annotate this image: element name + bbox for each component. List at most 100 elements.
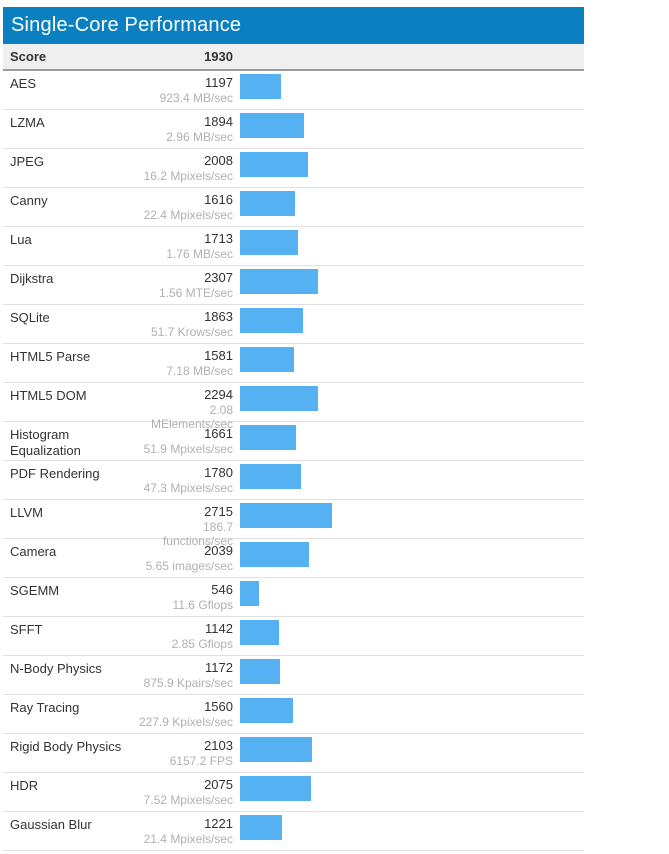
benchmark-score: 2008 bbox=[204, 153, 233, 168]
score-label: Score bbox=[10, 49, 47, 64]
benchmark-throughput: 2.85 Gflops bbox=[171, 637, 233, 651]
benchmark-bar-cell bbox=[233, 308, 584, 343]
benchmark-row: SQLite 1863 51.7 Krows/sec bbox=[3, 305, 584, 344]
benchmark-name: SGEMM bbox=[10, 583, 60, 598]
benchmark-name: Gaussian Blur bbox=[10, 817, 92, 832]
benchmark-bar-cell bbox=[233, 737, 584, 772]
benchmark-score: 1713 bbox=[204, 231, 233, 246]
benchmark-throughput: 51.7 Krows/sec bbox=[150, 325, 233, 339]
benchmark-name: Canny bbox=[10, 193, 48, 208]
benchmark-throughput: 7.18 MB/sec bbox=[166, 364, 233, 378]
benchmark-score-cell: 1221 21.4 Mpixels/sec bbox=[133, 815, 233, 850]
benchmark-score-cell: 1894 2.96 MB/sec bbox=[133, 113, 233, 148]
benchmark-row: AES 1197 923.4 MB/sec bbox=[3, 71, 584, 110]
benchmark-score-cell: 1713 1.76 MB/sec bbox=[133, 230, 233, 265]
benchmark-bar-cell bbox=[233, 776, 584, 811]
benchmark-throughput: 5.65 images/sec bbox=[145, 559, 233, 573]
benchmark-bar-cell bbox=[233, 386, 584, 421]
score-bar bbox=[240, 542, 309, 567]
benchmark-throughput: 1.76 MB/sec bbox=[166, 247, 233, 261]
score-bar bbox=[240, 191, 295, 216]
benchmark-score: 1221 bbox=[204, 816, 233, 831]
benchmark-throughput: 22.4 Mpixels/sec bbox=[143, 208, 233, 222]
benchmark-row: Dijkstra 2307 1.56 MTE/sec bbox=[3, 266, 584, 305]
benchmark-bar-cell bbox=[233, 425, 584, 460]
overall-score-row: Score 1930 bbox=[3, 44, 584, 71]
benchmark-row: LLVM 2715 186.7 functions/sec bbox=[3, 500, 584, 548]
benchmark-score: 1197 bbox=[205, 75, 233, 90]
benchmark-score-cell: 1197 923.4 MB/sec bbox=[133, 74, 233, 109]
benchmark-throughput: 1.56 MTE/sec bbox=[158, 286, 233, 300]
benchmark-name: HTML5 Parse bbox=[10, 349, 91, 364]
benchmark-bar-cell bbox=[233, 542, 584, 577]
benchmark-bar-cell bbox=[233, 269, 584, 304]
benchmark-throughput: 16.2 Mpixels/sec bbox=[143, 169, 233, 183]
benchmark-bar-cell bbox=[233, 620, 584, 655]
benchmark-bar-cell bbox=[233, 152, 584, 187]
benchmark-throughput: 2.96 MB/sec bbox=[166, 130, 233, 144]
benchmark-name: HTML5 DOM bbox=[10, 388, 87, 403]
benchmark-throughput: 7.52 Mpixels/sec bbox=[143, 793, 233, 807]
benchmark-score-cell: 1863 51.7 Krows/sec bbox=[133, 308, 233, 343]
benchmark-throughput: 47.3 Mpixels/sec bbox=[143, 481, 233, 495]
benchmark-score: 1581 bbox=[204, 348, 233, 363]
benchmark-score-cell: 2294 2.08 MElements/sec bbox=[133, 386, 233, 431]
benchmark-name: Dijkstra bbox=[10, 271, 54, 286]
benchmark-table: AES 1197 923.4 MB/sec LZMA 1894 2.96 MB/… bbox=[3, 71, 584, 851]
score-bar bbox=[240, 347, 294, 372]
benchmark-name: Rigid Body Physics bbox=[10, 739, 122, 754]
score-bar bbox=[240, 815, 282, 840]
benchmark-bar-cell bbox=[233, 815, 584, 850]
benchmark-row: LZMA 1894 2.96 MB/sec bbox=[3, 110, 584, 149]
benchmark-throughput: 2.08 MElements/sec bbox=[150, 403, 233, 431]
score-bar bbox=[240, 269, 318, 294]
benchmark-throughput: 186.7 functions/sec bbox=[162, 520, 233, 548]
benchmark-name: Histogram Equalization bbox=[10, 427, 81, 458]
benchmark-score: 1560 bbox=[204, 699, 233, 714]
benchmark-score-cell: 2008 16.2 Mpixels/sec bbox=[133, 152, 233, 187]
benchmark-name: Camera bbox=[10, 544, 57, 559]
benchmark-row: JPEG 2008 16.2 Mpixels/sec bbox=[3, 149, 584, 188]
score-bar bbox=[240, 737, 312, 762]
benchmark-throughput: 11.6 Gflops bbox=[172, 598, 233, 612]
benchmark-row: Ray Tracing 1560 227.9 Kpixels/sec bbox=[3, 695, 584, 734]
benchmark-throughput: 227.9 Kpixels/sec bbox=[138, 715, 233, 729]
benchmark-throughput: 875.9 Kpairs/sec bbox=[143, 676, 233, 690]
benchmark-score: 2294 bbox=[204, 387, 233, 402]
benchmark-score-cell: 2715 186.7 functions/sec bbox=[133, 503, 233, 548]
benchmark-bar-cell bbox=[233, 581, 584, 616]
benchmark-score: 1142 bbox=[205, 621, 233, 636]
benchmark-name: SFFT bbox=[10, 622, 43, 637]
score-bar bbox=[240, 152, 308, 177]
benchmark-score-cell: 1560 227.9 Kpixels/sec bbox=[133, 698, 233, 733]
benchmark-bar-cell bbox=[233, 347, 584, 382]
benchmark-name: AES bbox=[10, 76, 37, 91]
benchmark-name: Lua bbox=[10, 232, 32, 247]
score-bar bbox=[240, 464, 301, 489]
benchmark-score: 1780 bbox=[204, 465, 233, 480]
benchmark-score-cell: 2075 7.52 Mpixels/sec bbox=[133, 776, 233, 811]
benchmark-name: HDR bbox=[10, 778, 39, 793]
benchmark-throughput: 6157.2 FPS bbox=[169, 754, 233, 768]
benchmark-bar-cell bbox=[233, 503, 584, 538]
benchmark-row: Histogram Equalization 1661 51.9 Mpixels… bbox=[3, 422, 584, 461]
benchmark-score-cell: 1172 875.9 Kpairs/sec bbox=[133, 659, 233, 694]
benchmark-score: 2075 bbox=[204, 777, 233, 792]
benchmark-score: 2715 bbox=[204, 504, 233, 519]
score-bar bbox=[240, 503, 332, 528]
benchmark-row: SFFT 1142 2.85 Gflops bbox=[3, 617, 584, 656]
benchmark-score-cell: 2103 6157.2 FPS bbox=[133, 737, 233, 772]
benchmark-score: 2307 bbox=[204, 270, 233, 285]
benchmark-row: SGEMM 546 11.6 Gflops bbox=[3, 578, 584, 617]
benchmark-row: PDF Rendering 1780 47.3 Mpixels/sec bbox=[3, 461, 584, 500]
benchmark-score-cell: 1780 47.3 Mpixels/sec bbox=[133, 464, 233, 499]
benchmark-bar-cell bbox=[233, 191, 584, 226]
benchmark-score-cell: 1581 7.18 MB/sec bbox=[133, 347, 233, 382]
section-header: Single-Core Performance bbox=[3, 7, 584, 44]
benchmark-panel: Single-Core Performance Score 1930 AES 1… bbox=[3, 7, 584, 851]
benchmark-name: PDF Rendering bbox=[10, 466, 100, 481]
benchmark-score: 546 bbox=[211, 582, 233, 597]
benchmark-bar-cell bbox=[233, 230, 584, 265]
benchmark-score: 1894 bbox=[204, 114, 233, 129]
benchmark-row: HTML5 Parse 1581 7.18 MB/sec bbox=[3, 344, 584, 383]
